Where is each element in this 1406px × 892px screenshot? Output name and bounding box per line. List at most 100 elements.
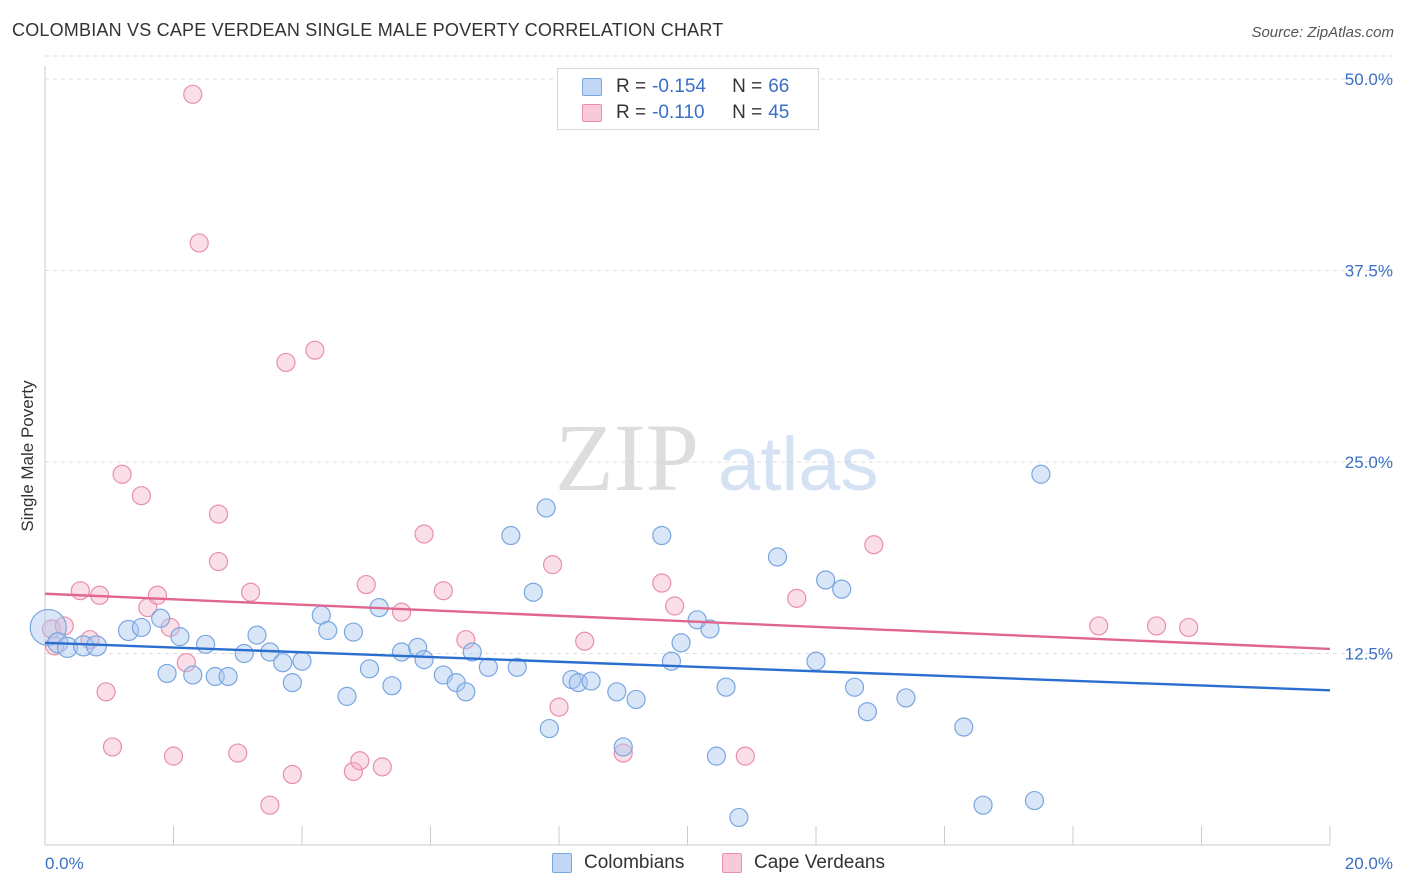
legend-item-colombians[interactable]: Colombians [552,852,684,874]
colombian-point [706,746,727,766]
colombian-point [507,657,527,677]
legend-row-colombians: R = -0.154 N = 66 [582,75,789,99]
colombian-point [414,650,434,670]
cape-verdean-point [1089,616,1109,636]
cape-verdean-point [1179,617,1199,638]
cape-verdean-point [433,581,453,601]
tick-label-layer: 12.5% 25.0% 37.5% 50.0% 0.0% 20.0% [45,70,1393,873]
colombian-point [652,525,672,546]
colombian-point [218,666,238,687]
colombian-point [767,547,788,567]
y-tick-label: 37.5% [1345,262,1393,281]
axis-layer [44,66,1331,846]
cape-verdean-point [282,764,302,785]
legend-item-cape-verdeans[interactable]: Cape Verdeans [722,852,885,874]
colombian-point [151,608,171,628]
trend-layer [44,592,1331,692]
chart-title: COLOMBIAN VS CAPE VERDEAN SINGLE MALE PO… [12,20,724,40]
watermark-zip: ZIP [555,404,699,511]
colombian-point [196,634,216,654]
colombian-point [247,625,267,645]
legend-label-cape-verdeans: Cape Verdeans [754,852,885,873]
cape-verdean-point [176,653,196,673]
colombian-point [832,579,852,599]
legend-r-label: R = [616,102,647,123]
colombian-point [716,677,736,697]
cape-verdean-point [575,631,595,651]
cape-verdean-point [542,555,563,575]
cape-verdean-point [228,743,248,763]
cape-verdean-point [391,602,412,622]
colombian-point [273,653,293,673]
colombian-point [816,570,836,590]
cape-verdean-point [665,596,685,616]
cape-verdean-point [456,630,476,650]
y-tick-label: 25.0% [1345,453,1393,472]
series-legend: Colombians Cape Verdeans [0,852,1406,876]
colombian-point [170,627,190,647]
colombian-point [456,682,476,702]
colombian-point [671,633,691,653]
colombian-point [337,686,357,706]
cape-verdean-point [260,795,280,815]
colombian-point [343,622,363,642]
cape-verdean-point [549,697,569,717]
colombian-point [157,663,177,684]
colombian-point [896,688,916,708]
cape-verdean-point [864,535,884,555]
cape-verdean-point [343,761,363,782]
colombian-point [806,651,826,671]
cape-verdean-point [131,486,151,506]
cape-verdean-point [350,751,370,771]
colombian-point [359,659,380,679]
colombian-point [729,807,749,828]
colombian-point [131,617,151,638]
y-tick-label: 50.0% [1345,70,1393,89]
cape-verdean-point [735,746,755,766]
colombian-point [478,657,498,677]
cape-verdean-point [305,340,325,360]
legend-swatch-pink [722,853,742,873]
cape-verdean-point [1146,616,1167,636]
legend-n-label: N = [732,76,763,97]
colombian-point [626,689,646,710]
colombian-point [391,642,412,662]
colombian-point [844,677,865,697]
colombian-point [523,582,543,602]
y-axis-title: Single Male Poverty [18,380,37,532]
colombian-point [954,717,974,737]
x-tick-label: 20.0% [1345,854,1393,873]
cape-verdean-point [613,743,633,763]
legend-n-label: N = [732,102,763,123]
legend-swatch-pink [582,104,602,122]
source-label: Source: ZipAtlas.com [1251,24,1394,41]
legend-r-label: R = [616,76,647,97]
colombian-point [72,635,95,657]
cape-verdean-point [241,582,261,602]
legend-label-colombians: Colombians [584,852,685,873]
cape-verdean-point [112,464,132,484]
legend-swatch-blue [582,78,602,96]
colombian-point [1024,790,1045,811]
colombian-point [234,643,254,664]
cape-verdean-point [787,588,807,608]
cape-verdean-trend-line [44,592,1331,651]
cape-verdean-point [189,233,209,253]
colombian-point [973,795,993,815]
cape-verdean-point [276,352,296,373]
cape-verdean-point [183,84,203,104]
colombian-point [282,673,302,693]
colombian-point [539,718,559,739]
cape-verdean-point [102,737,123,757]
colombian-point [183,665,203,685]
correlation-legend: R = -0.154 N = 66 R = -0.110 N = 45 [557,68,819,130]
colombian-point [857,702,878,722]
colombian-point [1031,464,1051,484]
colombian-point [581,671,601,691]
colombian-point [382,676,402,696]
colombian-point [117,619,140,642]
colombian-point [607,682,627,702]
cape-verdean-point [652,573,672,593]
legend-row-cape-verdeans: R = -0.110 N = 45 [582,101,789,125]
colombian-point [700,619,720,639]
